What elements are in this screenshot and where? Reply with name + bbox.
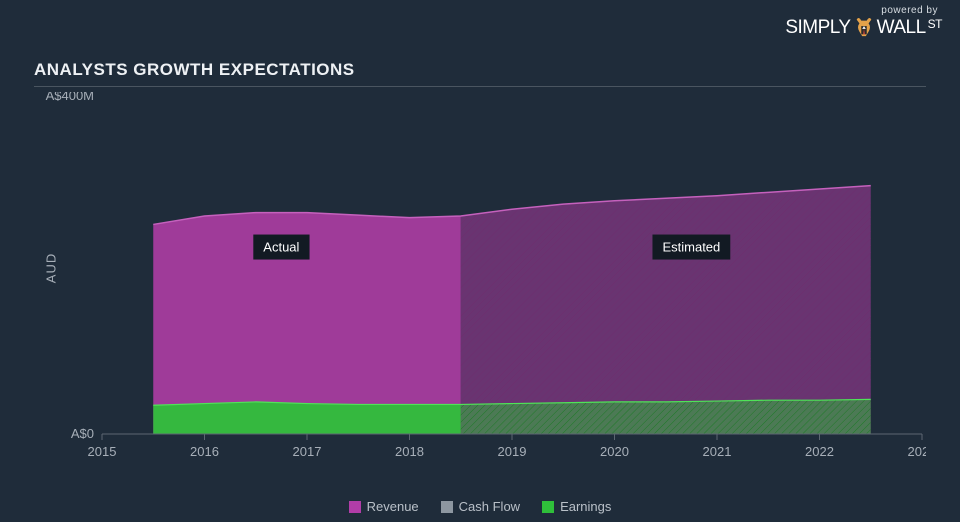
svg-text:2018: 2018 bbox=[395, 444, 424, 459]
svg-text:2021: 2021 bbox=[703, 444, 732, 459]
legend-item-revenue: Revenue bbox=[349, 499, 419, 514]
svg-text:2016: 2016 bbox=[190, 444, 219, 459]
title-rule bbox=[34, 86, 926, 87]
svg-text:A$400M: A$400M bbox=[46, 92, 94, 103]
legend-label-earnings: Earnings bbox=[560, 499, 611, 514]
legend-label-revenue: Revenue bbox=[367, 499, 419, 514]
title-block: ANALYSTS GROWTH EXPECTATIONS bbox=[34, 60, 926, 87]
svg-text:2015: 2015 bbox=[88, 444, 117, 459]
svg-text:A$0: A$0 bbox=[71, 426, 94, 441]
svg-text:2017: 2017 bbox=[293, 444, 322, 459]
brand-part-1: SIMPLY bbox=[785, 18, 850, 37]
legend-swatch-earnings bbox=[542, 501, 554, 513]
chart-title: ANALYSTS GROWTH EXPECTATIONS bbox=[34, 60, 926, 80]
svg-text:Actual: Actual bbox=[263, 240, 299, 255]
legend-label-cashflow: Cash Flow bbox=[459, 499, 520, 514]
brand-name: SIMPLY WALL ST bbox=[785, 16, 942, 38]
svg-text:2022: 2022 bbox=[805, 444, 834, 459]
legend-item-earnings: Earnings bbox=[542, 499, 611, 514]
svg-text:2019: 2019 bbox=[498, 444, 527, 459]
chart-svg: Actual Estimated A$0 A$400M 2015 2016 2017 2018… bbox=[34, 92, 926, 488]
svg-text:2020: 2020 bbox=[600, 444, 629, 459]
growth-chart: Actual Estimated A$0 A$400M 2015 2016 2017 2018… bbox=[34, 92, 926, 488]
legend-item-cashflow: Cash Flow bbox=[441, 499, 520, 514]
svg-text:2023: 2023 bbox=[908, 444, 926, 459]
powered-by-label: powered by bbox=[785, 6, 938, 16]
legend-swatch-cashflow bbox=[441, 501, 453, 513]
legend-swatch-revenue bbox=[349, 501, 361, 513]
chart-legend: Revenue Cash Flow Earnings bbox=[0, 499, 960, 514]
brand-part-2: WALL bbox=[877, 18, 926, 37]
bull-icon bbox=[853, 16, 875, 38]
svg-text:Estimated: Estimated bbox=[662, 240, 720, 255]
brand-part-3: ST bbox=[928, 18, 942, 30]
brand-logo: powered by SIMPLY WALL ST bbox=[785, 6, 942, 38]
